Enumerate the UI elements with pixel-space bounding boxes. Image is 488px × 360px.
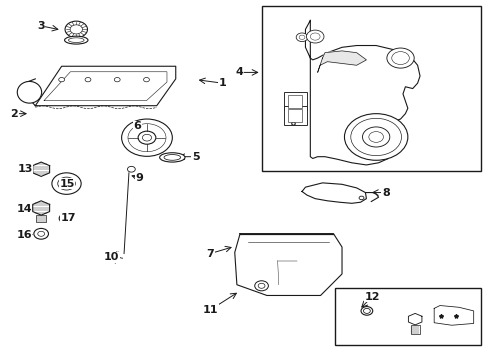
Circle shape xyxy=(38,231,44,236)
Polygon shape xyxy=(407,314,421,325)
Circle shape xyxy=(360,307,372,315)
Circle shape xyxy=(258,283,264,288)
Circle shape xyxy=(143,77,149,82)
Circle shape xyxy=(58,177,75,190)
Text: 17: 17 xyxy=(60,213,76,223)
Circle shape xyxy=(52,173,81,194)
Circle shape xyxy=(310,33,320,40)
Text: 2: 2 xyxy=(10,109,18,119)
Bar xyxy=(283,92,306,111)
Ellipse shape xyxy=(64,36,88,44)
Polygon shape xyxy=(317,51,366,72)
Circle shape xyxy=(62,216,68,221)
Ellipse shape xyxy=(159,153,184,162)
Circle shape xyxy=(85,77,91,82)
Circle shape xyxy=(362,127,389,147)
Circle shape xyxy=(254,281,268,291)
Circle shape xyxy=(299,35,305,40)
Text: 15: 15 xyxy=(59,179,75,189)
Text: 4: 4 xyxy=(235,67,243,77)
Bar xyxy=(36,215,46,222)
Circle shape xyxy=(34,228,48,239)
Polygon shape xyxy=(433,306,473,325)
Circle shape xyxy=(70,25,82,34)
Polygon shape xyxy=(35,66,175,106)
Circle shape xyxy=(127,166,135,172)
Ellipse shape xyxy=(68,38,84,42)
Text: 11: 11 xyxy=(202,305,218,315)
Circle shape xyxy=(363,309,369,314)
Polygon shape xyxy=(305,21,419,165)
Bar xyxy=(283,106,306,125)
Text: 7: 7 xyxy=(206,248,214,258)
Text: 5: 5 xyxy=(191,152,199,162)
Polygon shape xyxy=(234,234,341,296)
Circle shape xyxy=(296,33,307,41)
Circle shape xyxy=(122,119,172,156)
Text: 1: 1 xyxy=(218,78,226,88)
Ellipse shape xyxy=(17,81,41,103)
Text: 12: 12 xyxy=(364,292,379,302)
Bar xyxy=(261,6,480,171)
Circle shape xyxy=(386,48,413,68)
Circle shape xyxy=(344,114,407,160)
Polygon shape xyxy=(33,162,49,176)
Polygon shape xyxy=(33,201,49,215)
Text: 13: 13 xyxy=(18,164,33,174)
Circle shape xyxy=(65,21,87,38)
Text: 6: 6 xyxy=(133,121,141,131)
Circle shape xyxy=(59,214,72,223)
Circle shape xyxy=(391,51,408,64)
Circle shape xyxy=(138,131,156,144)
Polygon shape xyxy=(302,183,366,203)
Circle shape xyxy=(306,30,324,43)
Circle shape xyxy=(114,77,120,82)
Circle shape xyxy=(350,118,401,156)
Circle shape xyxy=(368,132,383,142)
Bar xyxy=(287,95,301,108)
Text: 3: 3 xyxy=(37,21,44,31)
Circle shape xyxy=(128,124,165,152)
Bar xyxy=(287,109,301,122)
Ellipse shape xyxy=(163,154,180,160)
Text: 9: 9 xyxy=(136,173,143,183)
Bar xyxy=(410,325,419,334)
Text: 16: 16 xyxy=(16,230,32,239)
Circle shape xyxy=(358,196,363,200)
Text: 14: 14 xyxy=(16,204,32,214)
Circle shape xyxy=(142,134,151,141)
Circle shape xyxy=(59,77,64,82)
Text: 10: 10 xyxy=(104,252,119,262)
Bar xyxy=(334,288,480,345)
Text: 8: 8 xyxy=(381,188,389,198)
